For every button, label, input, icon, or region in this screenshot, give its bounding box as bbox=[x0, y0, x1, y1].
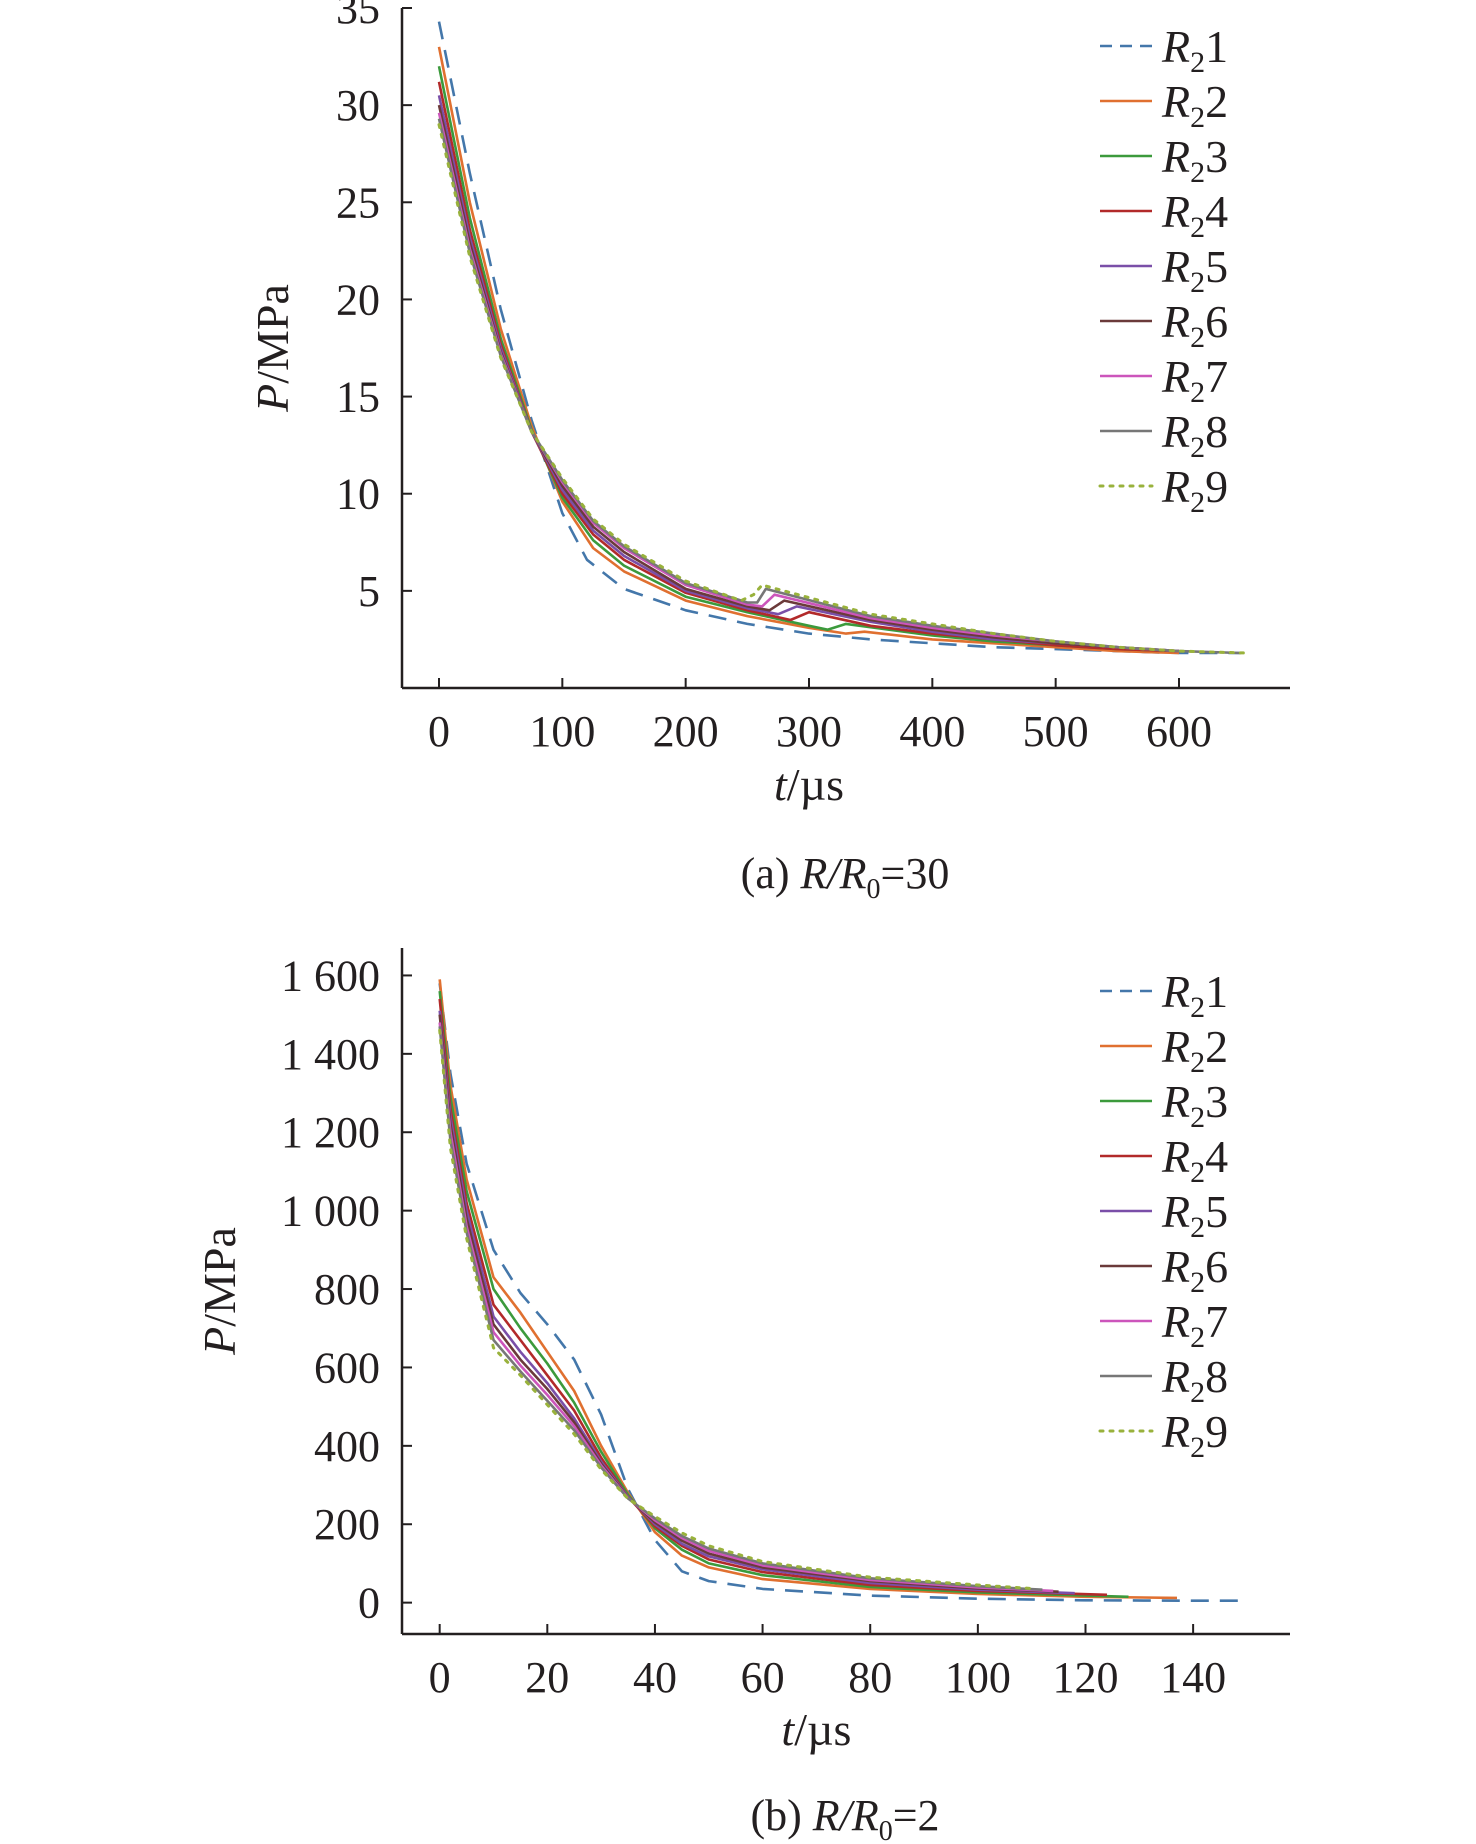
series-line-7 bbox=[438, 1022, 1054, 1593]
series-line-3 bbox=[438, 990, 1129, 1599]
x-tick-label: 600 bbox=[1146, 707, 1212, 756]
legend-label-9: R29 bbox=[1161, 1406, 1228, 1464]
series-line-6 bbox=[438, 1014, 1059, 1593]
y-tick-label: 1 400 bbox=[281, 1030, 380, 1079]
series-line-4 bbox=[437, 81, 1180, 653]
series-line-5 bbox=[437, 95, 1180, 653]
series-line-6 bbox=[437, 104, 1180, 653]
legend-label-6: R26 bbox=[1161, 296, 1228, 354]
series-line-2 bbox=[437, 46, 1180, 655]
y-tick-label: 15 bbox=[336, 373, 380, 422]
y-tick-label: 30 bbox=[336, 81, 380, 130]
legend-label-1: R21 bbox=[1161, 21, 1228, 79]
x-tick-label: 140 bbox=[1160, 1653, 1226, 1702]
legend-label-4: R24 bbox=[1161, 1131, 1228, 1189]
y-tick-label: 10 bbox=[336, 470, 380, 519]
series-line-4 bbox=[438, 998, 1108, 1597]
legend-label-8: R28 bbox=[1161, 406, 1228, 464]
panel-caption: (a) R/R0=30 bbox=[741, 849, 950, 905]
x-axis-label: t/µs bbox=[774, 759, 844, 810]
legend-label-5: R25 bbox=[1161, 1186, 1228, 1244]
legend-label-6: R26 bbox=[1161, 1241, 1228, 1299]
legend-label-2: R22 bbox=[1161, 1021, 1228, 1079]
legend-label-9: R29 bbox=[1161, 461, 1228, 519]
y-tick-label: 800 bbox=[314, 1265, 380, 1314]
series-line-2 bbox=[438, 979, 1178, 1600]
legend-label-5: R25 bbox=[1161, 241, 1228, 299]
x-tick-label: 0 bbox=[429, 1653, 451, 1702]
x-tick-label: 200 bbox=[653, 707, 719, 756]
x-tick-label: 40 bbox=[633, 1653, 677, 1702]
series-line-9 bbox=[438, 1028, 1034, 1590]
x-tick-label: 120 bbox=[1052, 1653, 1118, 1702]
x-tick-label: 100 bbox=[945, 1653, 1011, 1702]
legend-label-1: R21 bbox=[1161, 966, 1228, 1024]
y-tick-label: 25 bbox=[336, 178, 380, 227]
chart-panel-a: 0 100 200 300 400 500 600 5 10 15 20 25 30 35 t/µs P/MP… bbox=[247, 0, 1290, 905]
x-tick-label: 80 bbox=[848, 1653, 892, 1702]
legend-label-2: R22 bbox=[1161, 76, 1228, 134]
series-line-1 bbox=[438, 983, 1247, 1602]
y-tick-label: 0 bbox=[358, 1579, 380, 1628]
series-line-3 bbox=[437, 66, 1180, 653]
series-line-8 bbox=[437, 118, 1241, 655]
legend-label-8: R28 bbox=[1161, 1351, 1228, 1409]
x-tick-label: 100 bbox=[529, 707, 595, 756]
y-tick-label: 1 200 bbox=[281, 1108, 380, 1157]
legend-label-3: R23 bbox=[1161, 1076, 1228, 1134]
legend-label-4: R24 bbox=[1161, 186, 1228, 244]
series-line-1 bbox=[437, 21, 1241, 655]
x-axis-label: t/µs bbox=[781, 1704, 851, 1755]
series-line-7 bbox=[437, 112, 1180, 653]
x-tick-label: 300 bbox=[776, 707, 842, 756]
x-tick-label: 20 bbox=[525, 1653, 569, 1702]
y-tick-label: 35 bbox=[336, 0, 380, 33]
x-tick-label: 400 bbox=[899, 707, 965, 756]
x-tick-label: 0 bbox=[428, 707, 450, 756]
legend-label-7: R27 bbox=[1161, 351, 1228, 409]
legend-label-3: R23 bbox=[1161, 131, 1228, 189]
y-tick-label: 1 000 bbox=[281, 1187, 380, 1236]
chart-panel-b: 0 20 40 60 80 100 120 140 0 200 400 600 800 1 000 1 20… bbox=[194, 948, 1290, 1844]
legend-label-7: R27 bbox=[1161, 1296, 1228, 1354]
series-line-8 bbox=[438, 1026, 1043, 1591]
x-tick-label: 60 bbox=[741, 1653, 785, 1702]
series-line-9 bbox=[437, 123, 1249, 655]
y-axis-label: P/MPa bbox=[194, 1227, 245, 1356]
y-tick-label: 200 bbox=[314, 1500, 380, 1549]
x-tick-label: 500 bbox=[1023, 707, 1089, 756]
y-tick-label: 1 600 bbox=[281, 951, 380, 1000]
y-tick-label: 600 bbox=[314, 1343, 380, 1392]
y-axis-label: P/MPa bbox=[247, 284, 298, 413]
y-tick-label: 400 bbox=[314, 1422, 380, 1471]
y-tick-label: 5 bbox=[358, 567, 380, 616]
y-tick-label: 20 bbox=[336, 275, 380, 324]
panel-caption: (b) R/R0=2 bbox=[750, 1791, 939, 1844]
series-line-5 bbox=[438, 1010, 1075, 1595]
